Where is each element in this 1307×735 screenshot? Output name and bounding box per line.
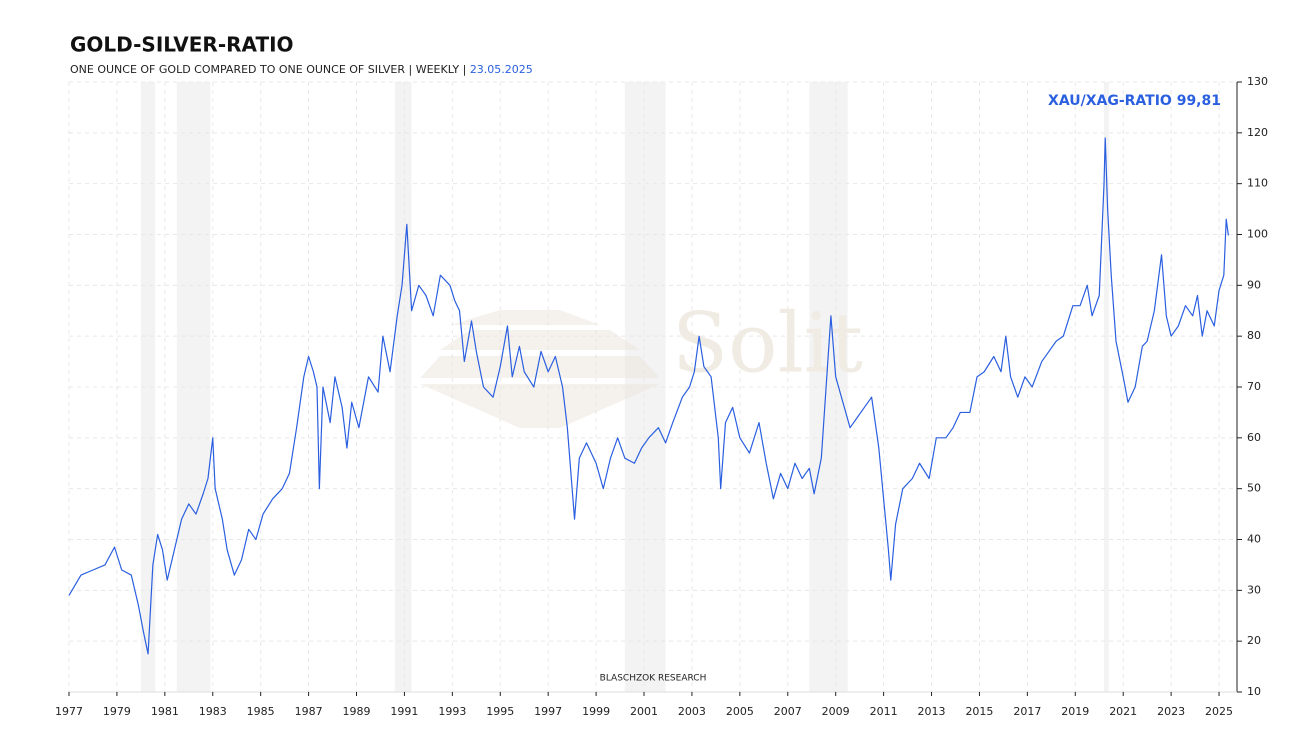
shaded-period <box>1104 82 1109 692</box>
x-tick-label: 1981 <box>151 705 179 718</box>
x-tick-label: 2015 <box>965 705 993 718</box>
y-tick-label: 40 <box>1247 533 1261 546</box>
x-tick-label: 1995 <box>486 705 514 718</box>
x-tick-label: 1997 <box>534 705 562 718</box>
series-line <box>68 137 1229 655</box>
x-tick-label: 1993 <box>438 705 466 718</box>
x-tick-label: 2025 <box>1205 705 1233 718</box>
chart-title: GOLD-SILVER-RATIO <box>70 33 294 57</box>
x-tick-label: 2023 <box>1157 705 1185 718</box>
x-tick-label: 1979 <box>103 705 131 718</box>
x-tick-label: 1985 <box>247 705 275 718</box>
y-tick-label: 50 <box>1247 482 1261 495</box>
x-tick-label: 1977 <box>55 705 83 718</box>
chart-subtitle: ONE OUNCE OF GOLD COMPARED TO ONE OUNCE … <box>70 63 533 76</box>
watermark-logo <box>420 310 660 428</box>
y-tick-label: 130 <box>1247 75 1268 88</box>
watermark: Solit <box>672 297 863 392</box>
y-tick-label: 60 <box>1247 431 1261 444</box>
x-tick-label: 2017 <box>1013 705 1041 718</box>
x-tick-label: 2009 <box>822 705 850 718</box>
y-tick-label: 100 <box>1247 228 1268 241</box>
y-tick-label: 20 <box>1247 634 1261 647</box>
source-label: BLASCHZOK RESEARCH <box>600 674 707 684</box>
y-tick-label: 120 <box>1247 126 1268 139</box>
y-tick-label: 90 <box>1247 278 1261 291</box>
x-tick-label: 1983 <box>199 705 227 718</box>
y-tick-label: 80 <box>1247 329 1261 342</box>
x-tick-label: 2003 <box>678 705 706 718</box>
y-tick-label: 30 <box>1247 583 1261 596</box>
subtitle-text: ONE OUNCE OF GOLD COMPARED TO ONE OUNCE … <box>70 63 470 76</box>
x-tick-label: 1991 <box>390 705 418 718</box>
x-tick-label: 2021 <box>1109 705 1137 718</box>
value-annotation: XAU/XAG-RATIO 99,81 <box>1048 93 1221 109</box>
subtitle-date: 23.05.2025 <box>470 63 533 76</box>
x-tick-label: 2011 <box>870 705 898 718</box>
x-tick-label: 2005 <box>726 705 754 718</box>
y-tick-label: 110 <box>1247 177 1268 190</box>
x-tick-label: 2007 <box>774 705 802 718</box>
x-tick-label: 1987 <box>295 705 323 718</box>
y-tick-label: 70 <box>1247 380 1261 393</box>
y-tick-label: 10 <box>1247 685 1261 698</box>
x-tick-label: 2019 <box>1061 705 1089 718</box>
x-tick-label: 1999 <box>582 705 610 718</box>
x-tick-label: 2013 <box>918 705 946 718</box>
x-tick-label: 1989 <box>343 705 371 718</box>
x-tick-label: 2001 <box>630 705 658 718</box>
